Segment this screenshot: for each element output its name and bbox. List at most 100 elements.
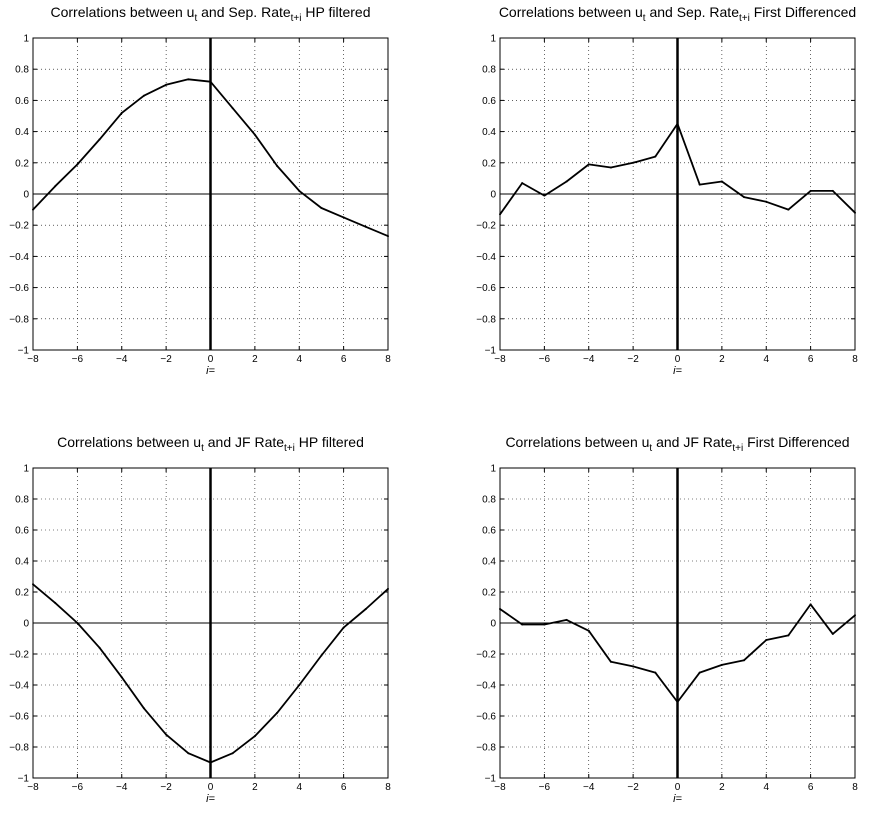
data-point [209, 761, 212, 764]
y-tick-label: 0.2 [15, 158, 29, 169]
y-tick-label: −0.8 [9, 743, 29, 754]
x-tick-label: −8 [27, 354, 39, 365]
data-point [609, 166, 612, 169]
y-tick-label: −0.8 [9, 314, 29, 325]
y-tick-label: 0.2 [482, 588, 496, 599]
y-tick-label: 0 [23, 190, 29, 201]
data-point [543, 194, 546, 197]
chart-title: Correlations between ut and JF Ratet+i F… [505, 434, 849, 454]
data-point [698, 671, 701, 674]
y-tick-label: 1 [23, 464, 29, 475]
y-tick-label: −0.6 [476, 712, 496, 723]
x-tick-label: 8 [385, 782, 391, 793]
data-point [165, 83, 168, 86]
data-point [32, 583, 34, 586]
data-point [76, 163, 79, 166]
data-point [787, 634, 790, 637]
data-point [743, 659, 746, 662]
title-part: HP filtered [295, 434, 364, 450]
title-part: Correlations between u [57, 434, 201, 450]
title-subscript: t+i [732, 443, 743, 454]
x-tick-label: 4 [763, 354, 769, 365]
data-point [165, 733, 168, 736]
data-point [320, 207, 323, 210]
data-point [632, 665, 635, 668]
y-tick-label: 1 [490, 464, 496, 475]
data-point [676, 701, 679, 704]
x-tick-label: −2 [627, 782, 639, 793]
y-tick-label: −0.6 [9, 283, 29, 294]
data-point [54, 185, 57, 188]
x-tick-label: 4 [296, 354, 302, 365]
chart-panel-1: −8 −6 −4 −2 0 2 4 6 8 −1 −0.8 −0.6 −0.4 −0.2 0 0.2 0.4 0.… [9, 4, 391, 377]
data-point [654, 155, 657, 158]
y-tick-label: −1 [18, 774, 30, 785]
data-point [320, 654, 323, 657]
data-point [32, 208, 34, 211]
x-tick-label: −6 [72, 354, 84, 365]
y-tick-label: −0.2 [476, 221, 496, 232]
x-tick-label: −8 [494, 782, 506, 793]
data-point [54, 601, 57, 604]
data-point [632, 161, 635, 164]
y-tick-label: −0.8 [476, 314, 496, 325]
y-tick-label: −0.2 [476, 650, 496, 661]
title-subscript: t+i [284, 443, 295, 454]
y-tick-label: 0.8 [482, 65, 496, 76]
data-point [854, 211, 856, 214]
y-tick-label: −0.4 [9, 681, 29, 692]
x-tick-label: −6 [539, 782, 551, 793]
data-point [387, 587, 389, 590]
data-point [698, 183, 701, 186]
chart-panel-3: −8 −6 −4 −2 0 2 4 6 8 −1 −0.8 −0.6 −0.4 −0.2 0 0.2 0.4 0.… [9, 434, 391, 805]
data-point [253, 133, 256, 136]
x-tick-label: −2 [627, 354, 639, 365]
data-point [521, 182, 524, 185]
y-tick-label: 1 [490, 34, 496, 45]
x-tick-label: 6 [808, 354, 814, 365]
x-tick-label: −4 [583, 782, 595, 793]
y-tick-label: 0.6 [15, 526, 29, 537]
data-point [654, 671, 657, 674]
y-tick-label: 1 [23, 34, 29, 45]
x-tick-label: −6 [539, 354, 551, 365]
x-tick-label: 8 [852, 354, 858, 365]
data-point [854, 614, 856, 617]
data-point [765, 200, 768, 203]
y-tick-label: −1 [485, 346, 497, 357]
data-point [565, 618, 568, 621]
data-point [720, 180, 723, 183]
y-tick-label: 0.4 [482, 127, 496, 138]
y-tick-label: −0.2 [9, 650, 29, 661]
y-tick-label: −0.6 [9, 712, 29, 723]
data-point [831, 189, 834, 192]
x-tick-label: 6 [808, 782, 814, 793]
y-tick-label: 0.8 [482, 495, 496, 506]
title-part: and Sep. Rate [197, 4, 291, 20]
x-tick-label: 0 [208, 354, 214, 365]
chart-title: Correlations between ut and Sep. Ratet+i… [499, 4, 856, 24]
y-tick-label: 0.2 [482, 158, 496, 169]
x-axis-label: i= [673, 365, 682, 377]
data-point [342, 626, 345, 629]
data-point [76, 622, 79, 624]
data-point [499, 213, 501, 216]
data-point [98, 646, 101, 649]
y-tick-label: 0.2 [15, 588, 29, 599]
y-tick-label: −0.4 [9, 252, 29, 263]
data-point [276, 164, 279, 167]
data-point [231, 752, 234, 755]
title-subscript: t [194, 13, 197, 24]
y-tick-label: −1 [18, 346, 30, 357]
x-tick-label: 2 [252, 782, 258, 793]
y-tick-label: 0.6 [482, 526, 496, 537]
x-tick-label: 2 [719, 354, 725, 365]
x-tick-label: 4 [296, 782, 302, 793]
data-point [809, 603, 812, 606]
title-part: and Sep. Rate [646, 4, 740, 20]
data-point [231, 107, 234, 110]
y-tick-label: −0.8 [476, 743, 496, 754]
data-point [809, 189, 812, 192]
data-point [342, 216, 345, 219]
